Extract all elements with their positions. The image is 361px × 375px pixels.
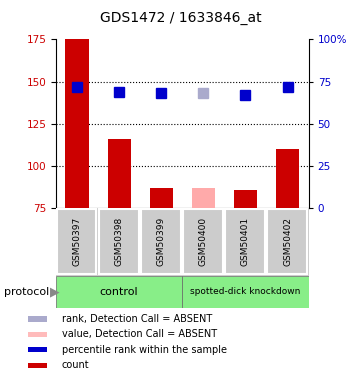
- Text: GSM50397: GSM50397: [73, 217, 82, 267]
- Text: GSM50399: GSM50399: [157, 217, 166, 267]
- Bar: [141, 210, 180, 274]
- Text: spotted-dick knockdown: spotted-dick knockdown: [190, 287, 301, 296]
- Text: percentile rank within the sample: percentile rank within the sample: [61, 345, 226, 355]
- Text: ▶: ▶: [50, 285, 60, 298]
- Bar: [57, 210, 96, 274]
- Bar: [108, 139, 131, 208]
- Bar: [225, 210, 265, 274]
- Text: protocol: protocol: [4, 287, 49, 297]
- Text: count: count: [61, 360, 89, 370]
- Text: GSM50400: GSM50400: [199, 217, 208, 266]
- Text: GDS1472 / 1633846_at: GDS1472 / 1633846_at: [100, 11, 261, 25]
- Bar: [99, 210, 139, 274]
- Text: control: control: [100, 287, 138, 297]
- Bar: [28, 316, 47, 321]
- Bar: [28, 347, 47, 352]
- Text: rank, Detection Call = ABSENT: rank, Detection Call = ABSENT: [61, 314, 212, 324]
- Bar: [28, 363, 47, 368]
- Bar: [268, 210, 307, 274]
- Bar: [183, 210, 223, 274]
- Bar: [65, 39, 88, 208]
- Bar: [56, 276, 182, 308]
- Bar: [276, 149, 299, 208]
- Bar: [28, 332, 47, 337]
- Text: GSM50402: GSM50402: [283, 217, 292, 266]
- Bar: [192, 188, 215, 208]
- Text: GSM50398: GSM50398: [115, 217, 123, 267]
- Text: value, Detection Call = ABSENT: value, Detection Call = ABSENT: [61, 330, 217, 339]
- Bar: [234, 190, 257, 208]
- Text: GSM50401: GSM50401: [241, 217, 250, 266]
- Bar: [182, 276, 309, 308]
- Bar: [150, 188, 173, 208]
